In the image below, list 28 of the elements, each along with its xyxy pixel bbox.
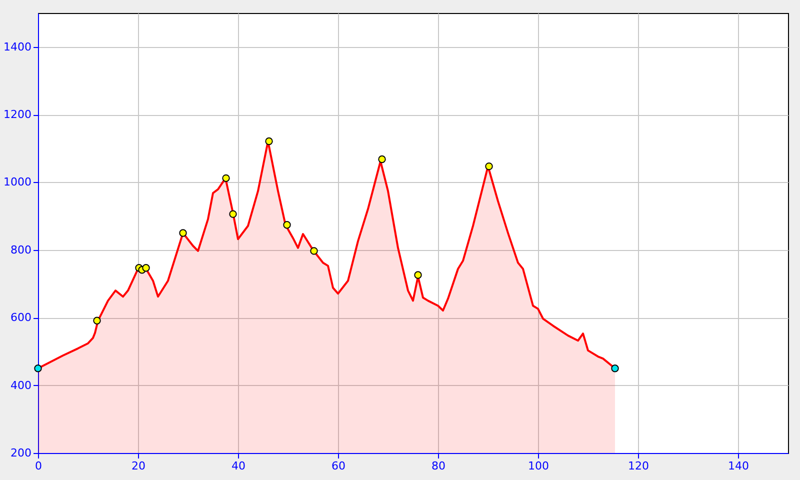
point — [310, 247, 318, 255]
x-tick-label: 120 — [628, 460, 649, 472]
point — [265, 137, 273, 146]
point — [93, 316, 101, 325]
point — [229, 210, 237, 218]
point — [222, 174, 230, 182]
point — [179, 229, 187, 237]
x-tick-label: 40 — [232, 460, 246, 472]
y-tick-label: 1400 — [4, 40, 32, 54]
point — [414, 271, 422, 279]
point — [142, 264, 150, 272]
y-tick-label: 800 — [10, 243, 32, 256]
x-tick-label: 60 — [332, 460, 346, 472]
y-tick-label: 1200 — [4, 108, 32, 122]
point — [378, 155, 386, 164]
y-tick-label: 600 — [10, 311, 32, 324]
point — [34, 364, 42, 372]
point — [283, 221, 291, 229]
y-tick-label: 200 — [10, 446, 32, 460]
y-tick-label: 400 — [10, 378, 32, 392]
x-tick-label: 80 — [432, 460, 446, 472]
x-tick-label: 140 — [728, 460, 749, 472]
point — [485, 162, 493, 170]
x-tick-label: 20 — [132, 460, 146, 472]
point — [611, 364, 619, 372]
x-tick-label: 0 — [35, 460, 42, 472]
y-tick-label: 1000 — [4, 176, 32, 189]
x-tick-label: 100 — [528, 460, 549, 472]
